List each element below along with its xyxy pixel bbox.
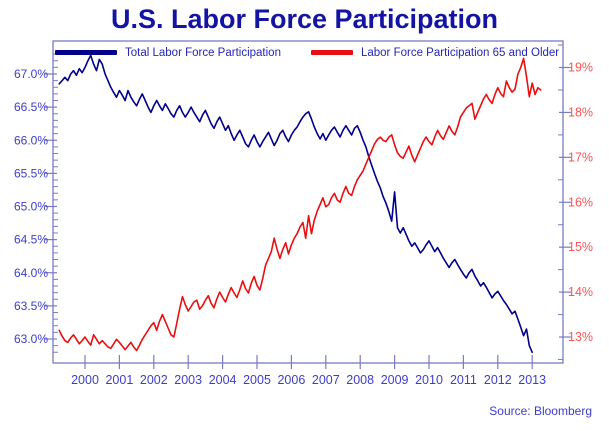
legend: Total Labor Force Participation Labor Fo…: [55, 45, 560, 60]
svg-text:2003: 2003: [174, 373, 202, 387]
svg-text:2002: 2002: [140, 373, 168, 387]
legend-item-older: Labor Force Participation 65 and Older: [310, 46, 560, 59]
svg-text:2012: 2012: [484, 373, 512, 387]
svg-text:13%: 13%: [568, 330, 593, 344]
svg-text:66.0%: 66.0%: [14, 133, 48, 147]
legend-label-older: Labor Force Participation 65 and Older: [360, 46, 560, 59]
svg-text:14%: 14%: [568, 285, 593, 299]
svg-text:2010: 2010: [415, 373, 443, 387]
source-credit: Source: Bloomberg: [489, 404, 592, 418]
svg-text:2009: 2009: [381, 373, 409, 387]
svg-text:2005: 2005: [243, 373, 271, 387]
legend-swatch-total-icon: [55, 50, 117, 55]
svg-text:63.5%: 63.5%: [14, 299, 48, 313]
svg-text:67.0%: 67.0%: [14, 67, 48, 81]
svg-text:2011: 2011: [450, 373, 477, 387]
svg-text:17%: 17%: [568, 150, 593, 164]
chart-title: U.S. Labor Force Participation: [110, 4, 499, 34]
svg-text:2000: 2000: [71, 373, 99, 387]
svg-text:63.0%: 63.0%: [14, 332, 48, 346]
svg-text:2004: 2004: [209, 373, 237, 387]
svg-text:65.5%: 65.5%: [14, 166, 48, 180]
svg-text:66.5%: 66.5%: [14, 100, 48, 114]
legend-label-total: Total Labor Force Participation: [125, 46, 281, 59]
legend-item-total: Total Labor Force Participation: [55, 47, 281, 59]
svg-text:18%: 18%: [568, 105, 593, 119]
svg-text:19%: 19%: [568, 61, 593, 75]
svg-text:65.0%: 65.0%: [14, 200, 48, 214]
svg-text:2008: 2008: [346, 373, 374, 387]
svg-text:2006: 2006: [277, 373, 305, 387]
svg-text:15%: 15%: [568, 240, 593, 254]
svg-text:16%: 16%: [568, 195, 593, 209]
svg-text:64.0%: 64.0%: [14, 266, 48, 280]
svg-text:2001: 2001: [105, 373, 133, 387]
svg-text:2013: 2013: [518, 373, 546, 387]
svg-text:2007: 2007: [312, 373, 340, 387]
svg-text:64.5%: 64.5%: [14, 233, 48, 247]
legend-swatch-older-icon: [310, 50, 353, 55]
